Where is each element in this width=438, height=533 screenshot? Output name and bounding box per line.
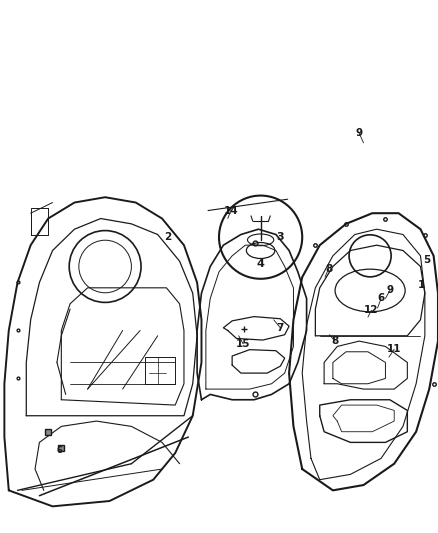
Text: 11: 11 xyxy=(387,344,402,354)
Text: 6: 6 xyxy=(378,294,385,303)
Text: 8: 8 xyxy=(332,336,339,346)
Text: 5: 5 xyxy=(424,255,431,265)
Text: 15: 15 xyxy=(236,339,251,349)
Text: 12: 12 xyxy=(364,305,379,315)
Text: 4: 4 xyxy=(257,259,265,269)
Text: 9: 9 xyxy=(356,128,363,138)
Text: 3: 3 xyxy=(276,232,284,242)
Text: 2: 2 xyxy=(164,232,171,242)
Text: 7: 7 xyxy=(277,323,284,333)
Text: 6: 6 xyxy=(57,446,63,455)
Text: 9: 9 xyxy=(386,286,393,295)
Text: 1: 1 xyxy=(418,280,425,290)
Text: 8: 8 xyxy=(325,264,332,274)
Text: 14: 14 xyxy=(223,206,238,215)
